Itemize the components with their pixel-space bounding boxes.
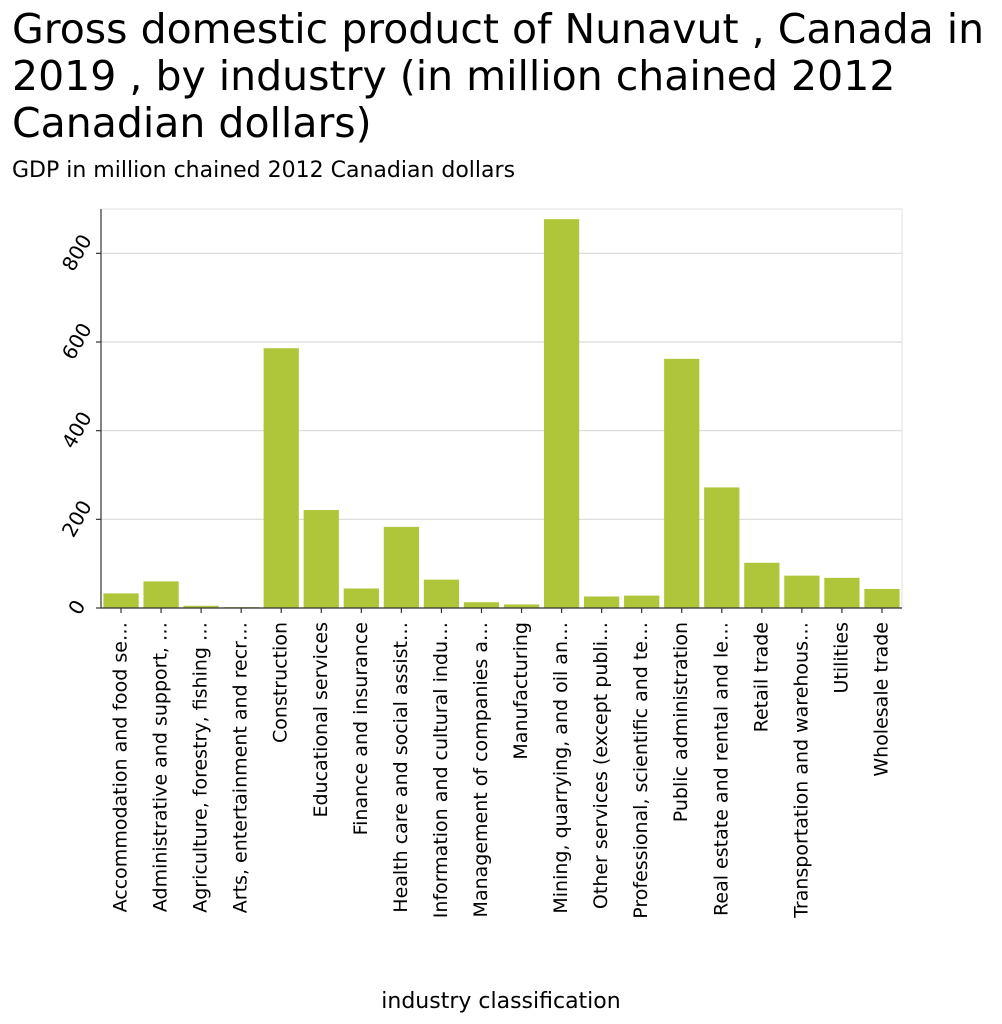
x-tick-label: Administrative and support, … xyxy=(150,622,172,912)
y-tick-label: 800 xyxy=(57,230,97,275)
bar xyxy=(744,562,780,608)
y-axis-label: GDP in million chained 2012 Canadian dol… xyxy=(12,158,516,183)
bar xyxy=(824,577,860,608)
bar xyxy=(303,510,339,608)
bar xyxy=(263,348,299,608)
bar xyxy=(503,604,540,608)
chart-title: Gross domestic product of Nunavut , Cana… xyxy=(12,5,985,147)
x-tick-label: Management of companies a… xyxy=(470,622,492,917)
x-tick-label: Agriculture, forestry, fishing … xyxy=(190,622,212,913)
x-tick-label: Professional, scientific and te… xyxy=(630,622,652,919)
bar xyxy=(624,595,660,608)
bar xyxy=(383,526,419,608)
grid-lines xyxy=(101,252,902,609)
x-axis-ticks: Accommodation and food se… Administrative… xyxy=(110,608,892,919)
x-tick-label: Mining, quarrying, and oil an… xyxy=(550,622,572,914)
bar xyxy=(343,588,379,608)
bar xyxy=(864,588,900,608)
y-tick-label: 600 xyxy=(57,319,97,364)
x-tick-label: Information and cultural indu… xyxy=(430,622,452,918)
x-tick-label: Wholesale trade xyxy=(870,622,892,777)
x-tick-label: Manufacturing xyxy=(510,622,532,760)
x-axis-label: industry classification xyxy=(381,989,620,1014)
x-tick-label: Finance and insurance xyxy=(350,622,372,835)
y-axis-ticks: 0 200 400 600 800 xyxy=(57,230,101,619)
y-tick-label: 400 xyxy=(57,407,97,452)
x-tick-label: Public administration xyxy=(670,622,692,822)
x-tick-label: Other services (except publi… xyxy=(590,622,612,909)
bar xyxy=(423,579,460,608)
x-tick-label: Educational services xyxy=(310,622,332,818)
bar xyxy=(543,219,580,609)
y-tick-label: 200 xyxy=(57,496,97,541)
y-tick-label: 0 xyxy=(63,596,90,619)
bar xyxy=(103,593,139,608)
bar xyxy=(664,358,700,608)
x-tick-label: Arts, entertainment and recr… xyxy=(230,622,252,913)
x-tick-label: Accommodation and food se… xyxy=(110,622,132,912)
bars xyxy=(103,219,900,609)
bar xyxy=(143,581,179,608)
x-tick-label: Transportation and warehous… xyxy=(790,622,812,919)
plot-frame xyxy=(100,208,903,609)
x-tick-label: Utilities xyxy=(830,622,852,694)
x-tick-label: Construction xyxy=(270,622,292,743)
bar xyxy=(704,487,740,608)
bar xyxy=(584,596,620,608)
x-tick-label: Retail trade xyxy=(750,622,772,732)
x-tick-label: Real estate and rental and le… xyxy=(710,622,732,916)
x-tick-label: Health care and social assist… xyxy=(390,622,412,913)
bar xyxy=(463,602,500,608)
bar xyxy=(784,575,820,608)
bar xyxy=(183,605,219,608)
